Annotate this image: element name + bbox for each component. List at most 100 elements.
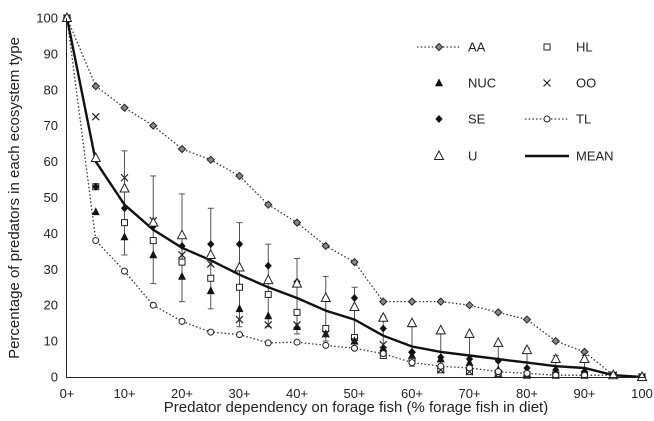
point-se-50 (350, 294, 359, 302)
y-tick-label-100: 100 (36, 11, 58, 26)
y-tick-label-20: 20 (44, 298, 58, 313)
point-oo-40 (293, 321, 301, 329)
point-u-70 (464, 327, 475, 338)
legend-marker-u (433, 149, 445, 160)
point-aa-85 (551, 336, 560, 346)
point-u-60 (406, 317, 418, 328)
legend-marker-se (435, 115, 443, 123)
y-tick-label-30: 30 (44, 262, 58, 277)
point-oo-45 (321, 329, 330, 338)
point-oo-20 (178, 251, 186, 259)
point-tl-55 (379, 350, 387, 358)
legend-marker-nuc (435, 78, 443, 87)
line-mean (65, 17, 643, 379)
x-tick-label-0-: 0+ (60, 386, 75, 401)
legend-label-tl: TL (576, 112, 591, 127)
point-u-20 (176, 229, 188, 240)
y-tick-label-80: 80 (44, 82, 58, 97)
point-u-35 (262, 274, 274, 285)
point-aa-20 (177, 144, 187, 154)
y-tick-label-50: 50 (44, 190, 58, 205)
point-aa-40 (292, 218, 302, 227)
point-u-5 (90, 151, 102, 163)
point-u-95 (607, 369, 619, 380)
point-u-100 (636, 370, 648, 381)
y-tick-label-70: 70 (44, 118, 58, 133)
point-se-10 (120, 204, 129, 213)
point-aa-60 (407, 297, 417, 306)
point-hl-20 (178, 258, 186, 266)
x-tick-label-30-: 30+ (228, 386, 250, 401)
point-hl-25 (207, 274, 215, 282)
point-tl-90 (581, 371, 588, 379)
legend-label-se: SE (468, 112, 486, 127)
legend-marker-oo (543, 79, 551, 87)
point-nuc-30 (235, 304, 244, 313)
point-aa-5 (91, 82, 100, 91)
error-bars (121, 150, 617, 378)
point-hl-15 (149, 237, 157, 245)
y-tick-label-0: 0 (51, 370, 58, 385)
point-tl-15 (149, 301, 157, 309)
point-u-50 (349, 300, 360, 311)
point-aa-30 (235, 171, 244, 181)
y-axis-title: Percentage of predators in each ecosyste… (6, 37, 23, 359)
legend: AA HL NUC OO SE TL U MEAN (417, 40, 614, 164)
point-tl-35 (264, 339, 272, 347)
point-u-80 (521, 344, 533, 355)
y-tick-label-60: 60 (44, 154, 58, 169)
point-oo-55 (379, 340, 388, 349)
point-hl-10 (121, 219, 128, 227)
legend-label-aa: AA (468, 40, 486, 55)
point-oo-35 (264, 321, 273, 329)
y-tick-label-90: 90 (44, 46, 58, 61)
x-tick-label-20-: 20+ (171, 386, 193, 401)
point-u-75 (492, 336, 504, 347)
x-axis-title: Predator dependency on forage fish (% fo… (164, 399, 548, 416)
legend-label-oo: OO (576, 76, 596, 91)
point-hl-35 (264, 290, 272, 298)
x-tick-label-10-: 10+ (113, 386, 135, 401)
point-aa-75 (494, 308, 503, 317)
x-tick-label-40-: 40+ (286, 386, 308, 401)
point-aa-45 (321, 241, 330, 251)
point-nuc-5 (91, 207, 100, 216)
legend-label-mean: MEAN (576, 149, 614, 164)
point-aa-80 (522, 315, 532, 324)
legend-label-hl: HL (576, 40, 593, 55)
x-tick-label-100: 100 (631, 386, 653, 401)
point-u-55 (377, 311, 389, 322)
point-oo-5 (91, 112, 100, 121)
point-aa-25 (206, 155, 215, 165)
point-tl-40 (293, 338, 301, 346)
point-nuc-35 (264, 311, 273, 320)
point-aa-70 (465, 300, 474, 310)
tick-labels: 0 10 20 30 40 50 60 70 80 90 100 0+ 10+ 20+ 30+ 40+ 50+ 6… (36, 11, 653, 402)
point-aa-55 (379, 297, 388, 306)
x-tick-label-60-: 60+ (401, 386, 423, 401)
axes (66, 18, 645, 378)
x-tick-label-70-: 70+ (458, 386, 480, 401)
point-u-30 (234, 261, 245, 272)
point-se-70 (465, 355, 474, 363)
point-aa-10 (120, 103, 129, 112)
point-tl-70 (466, 364, 473, 372)
point-hl-30 (236, 283, 243, 291)
point-aa-65 (436, 297, 445, 306)
x-tick-label-80-: 80+ (516, 386, 538, 401)
point-se-30 (235, 240, 244, 249)
point-u-15 (147, 216, 159, 227)
point-nuc-25 (206, 286, 215, 295)
legend-label-nuc: NUC (468, 76, 496, 91)
point-tl-20 (178, 317, 186, 325)
line-tl (66, 17, 643, 378)
point-tl-50 (351, 344, 358, 352)
x-tick-label-90-: 90+ (573, 386, 595, 401)
point-oo-30 (235, 315, 244, 324)
x-tick-label-50-: 50+ (343, 386, 365, 401)
point-u-85 (550, 352, 562, 364)
point-oo-10 (120, 173, 129, 182)
legend-marker-hl (543, 43, 551, 51)
point-oo-25 (206, 259, 215, 268)
